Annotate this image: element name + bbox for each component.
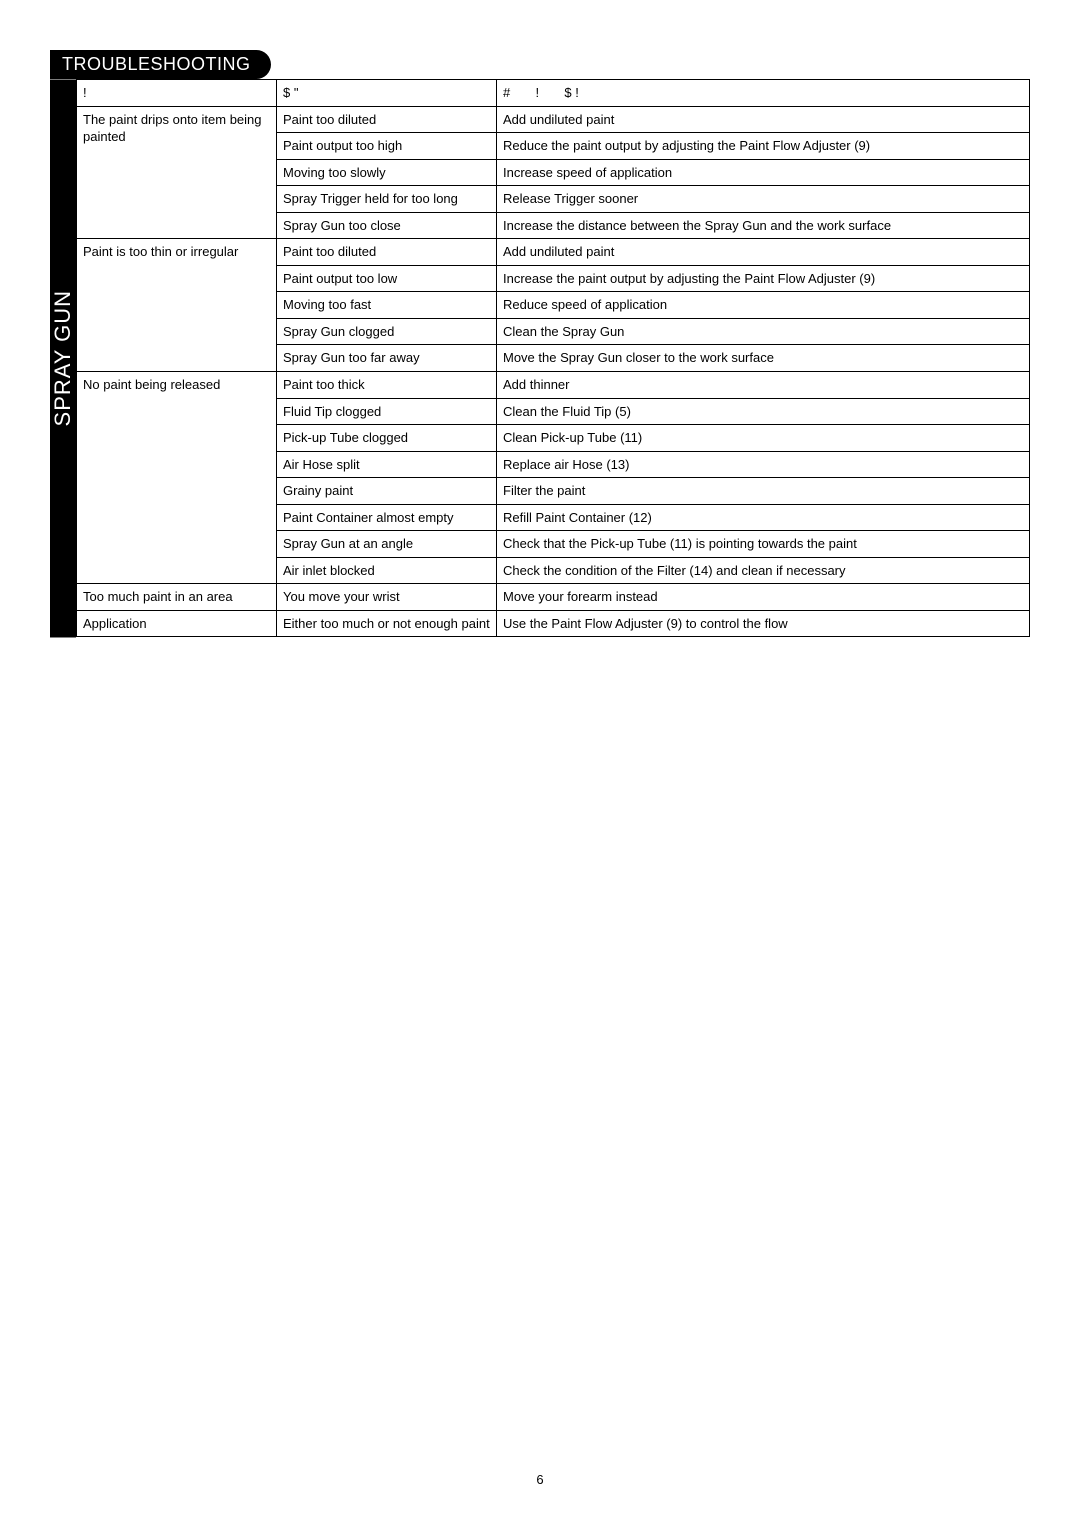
cause-cell: Paint too thick (277, 372, 497, 399)
remedy-cell: Increase the paint output by adjusting t… (497, 265, 1030, 292)
remedy-cell: Add thinner (497, 372, 1030, 399)
cause-cell: Air inlet blocked (277, 557, 497, 584)
troubleshooting-table: ! $ " # ! $ ! The paint drips onto item … (76, 79, 1030, 637)
cause-cell: Fluid Tip clogged (277, 398, 497, 425)
remedy-cell: Add undiluted paint (497, 239, 1030, 266)
cause-cell: Air Hose split (277, 451, 497, 478)
remedy-cell: Increase speed of application (497, 159, 1030, 186)
cause-cell: Spray Gun clogged (277, 318, 497, 345)
side-label: SPRAY GUN (50, 79, 76, 637)
cause-cell: Spray Gun too close (277, 212, 497, 239)
problem-cell: No paint being released (77, 372, 277, 584)
cause-cell: Pick-up Tube clogged (277, 425, 497, 452)
problem-cell: Application (77, 610, 277, 637)
cause-cell: Paint output too high (277, 133, 497, 160)
remedy-cell: Replace air Hose (13) (497, 451, 1030, 478)
header-remedy: # ! $ ! (497, 80, 1030, 107)
cause-cell: Paint output too low (277, 265, 497, 292)
cause-cell: Moving too slowly (277, 159, 497, 186)
cause-cell: Either too much or not enough paint (277, 610, 497, 637)
remedy-cell: Use the Paint Flow Adjuster (9) to contr… (497, 610, 1030, 637)
remedy-cell: Release Trigger sooner (497, 186, 1030, 213)
problem-cell: Too much paint in an area (77, 584, 277, 611)
table-row: Too much paint in an areaYou move your w… (77, 584, 1030, 611)
remedy-cell: Refill Paint Container (12) (497, 504, 1030, 531)
remedy-cell: Increase the distance between the Spray … (497, 212, 1030, 239)
table-row: ApplicationEither too much or not enough… (77, 610, 1030, 637)
remedy-cell: Clean the Spray Gun (497, 318, 1030, 345)
cause-cell: You move your wrist (277, 584, 497, 611)
table-header-row: ! $ " # ! $ ! (77, 80, 1030, 107)
section-title: TROUBLESHOOTING (50, 50, 271, 79)
cause-cell: Grainy paint (277, 478, 497, 505)
header-problem: ! (77, 80, 277, 107)
remedy-cell: Check the condition of the Filter (14) a… (497, 557, 1030, 584)
table-row: No paint being releasedPaint too thickAd… (77, 372, 1030, 399)
cause-cell: Spray Gun too far away (277, 345, 497, 372)
table-row: Paint is too thin or irregularPaint too … (77, 239, 1030, 266)
remedy-cell: Reduce speed of application (497, 292, 1030, 319)
header-cause: $ " (277, 80, 497, 107)
table-row: The paint drips onto item being paintedP… (77, 106, 1030, 133)
remedy-cell: Clean Pick-up Tube (11) (497, 425, 1030, 452)
cause-cell: Paint too diluted (277, 106, 497, 133)
remedy-cell: Clean the Fluid Tip (5) (497, 398, 1030, 425)
cause-cell: Spray Gun at an angle (277, 531, 497, 558)
problem-cell: The paint drips onto item being painted (77, 106, 277, 239)
cause-cell: Paint too diluted (277, 239, 497, 266)
remedy-cell: Move the Spray Gun closer to the work su… (497, 345, 1030, 372)
remedy-cell: Add undiluted paint (497, 106, 1030, 133)
page-number: 6 (0, 1472, 1080, 1487)
problem-cell: Paint is too thin or irregular (77, 239, 277, 372)
remedy-cell: Filter the paint (497, 478, 1030, 505)
remedy-cell: Reduce the paint output by adjusting the… (497, 133, 1030, 160)
remedy-cell: Move your forearm instead (497, 584, 1030, 611)
remedy-cell: Check that the Pick-up Tube (11) is poin… (497, 531, 1030, 558)
cause-cell: Paint Container almost empty (277, 504, 497, 531)
cause-cell: Spray Trigger held for too long (277, 186, 497, 213)
cause-cell: Moving too fast (277, 292, 497, 319)
